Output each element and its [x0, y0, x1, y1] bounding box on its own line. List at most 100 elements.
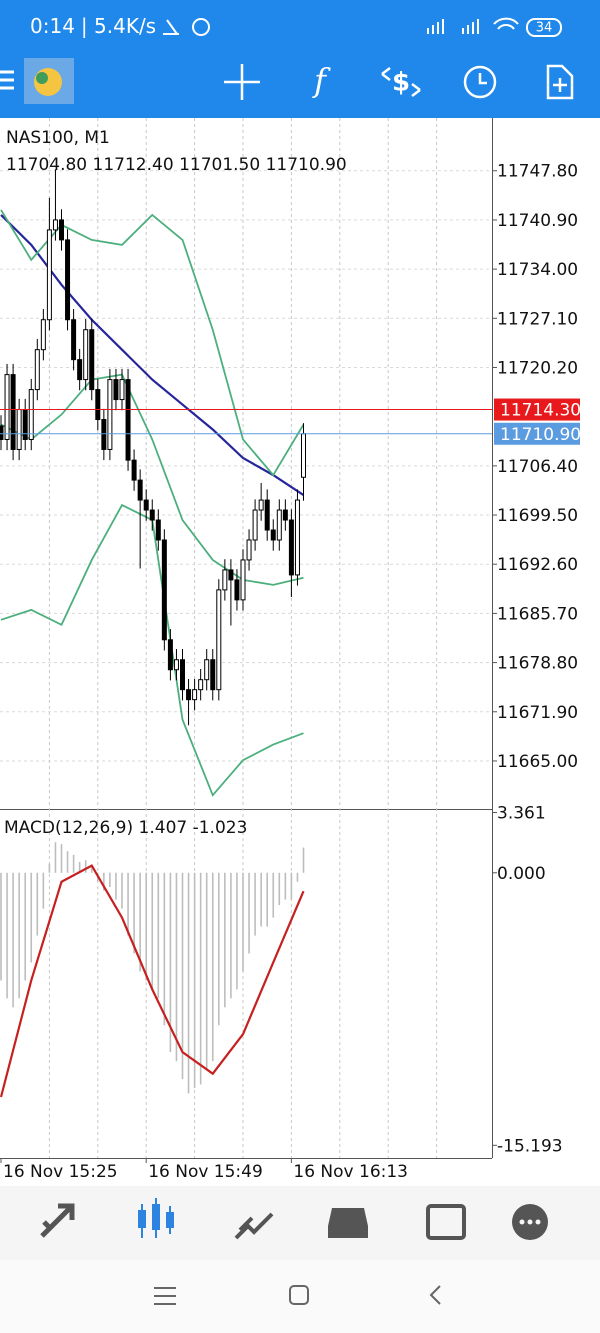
- y-tick-label: 11727.10: [497, 309, 578, 329]
- back-button[interactable]: [429, 1285, 441, 1305]
- macd-bar: [266, 872, 268, 927]
- candle-body: [0, 425, 4, 440]
- macd-bar: [199, 872, 202, 1085]
- y-tick-label: 11678.80: [497, 654, 578, 674]
- timeframe-button[interactable]: [463, 65, 497, 99]
- macd-bar: [60, 844, 63, 873]
- macd-bar: [187, 872, 190, 1094]
- macd-bar: [109, 872, 111, 888]
- candle-body: [234, 579, 240, 601]
- candle-body: [40, 319, 46, 351]
- y-tick-label: 11671.90: [497, 703, 578, 723]
- y-tick-label: 11740.90: [497, 211, 578, 231]
- macd-bar: [48, 863, 51, 873]
- macd-bar: [224, 872, 226, 1008]
- recents-button[interactable]: [154, 1287, 176, 1305]
- candle-body: [83, 329, 89, 381]
- chart-tab[interactable]: [138, 1198, 174, 1238]
- macd-bar: [175, 872, 178, 1062]
- home-button[interactable]: [289, 1285, 309, 1305]
- menu-button[interactable]: [0, 70, 14, 90]
- candle-body: [276, 509, 282, 541]
- candle-body: [101, 419, 107, 450]
- x-tick-label: 16 Nov 15:49: [148, 1162, 263, 1182]
- candle-body: [143, 499, 149, 511]
- trade-button[interactable]: $: [392, 68, 410, 98]
- candle-body: [77, 359, 83, 381]
- indicator-line: [0, 214, 305, 496]
- candle-body: [149, 509, 155, 521]
- macd-bar: [36, 872, 39, 936]
- y-tick-label: 11665.00: [497, 752, 578, 772]
- macd-bar: [115, 872, 117, 900]
- macd-signal: -1.023: [193, 818, 248, 838]
- bottom-nav: [0, 1186, 600, 1260]
- macd-bar: [193, 872, 196, 1089]
- indicator-line: [0, 503, 304, 797]
- macd-bar: [218, 872, 220, 1026]
- candle-body: [301, 433, 306, 478]
- candle-body: [107, 379, 113, 450]
- macd-header: MACD(12,26,9) 1.407 -1.023: [4, 818, 247, 838]
- new-order-button[interactable]: [546, 64, 574, 100]
- macd-bar: [12, 872, 14, 1008]
- candle-body: [10, 374, 16, 450]
- candle-body: [167, 639, 173, 671]
- macd-bar: [169, 872, 172, 1053]
- macd-bar: [54, 842, 57, 873]
- trade-tab[interactable]: [234, 1212, 274, 1240]
- low: 11701.50: [179, 155, 260, 175]
- history-tab[interactable]: [328, 1208, 368, 1238]
- candle-body: [34, 349, 40, 391]
- macd-bar: [42, 872, 45, 909]
- macd-bar: [133, 872, 135, 954]
- macd-bar: [278, 872, 281, 906]
- candle-body: [222, 569, 228, 591]
- candle-body: [294, 499, 300, 576]
- candle-body: [46, 229, 52, 321]
- candle-body: [155, 519, 161, 541]
- macd-signal-line: [0, 864, 305, 1098]
- candle-body: [71, 319, 77, 361]
- macd-bar: [296, 872, 299, 882]
- candle-body: [198, 679, 204, 691]
- macd-bar: [242, 872, 244, 972]
- candle-body: [59, 219, 64, 241]
- macd-bar: [260, 872, 262, 927]
- news-tab[interactable]: [426, 1204, 466, 1240]
- macd-bar: [72, 854, 75, 873]
- price-label: 11714.30: [500, 401, 581, 421]
- quotes-tab[interactable]: [40, 1203, 75, 1238]
- macd-tick-label: 3.361: [497, 803, 546, 823]
- candle-body: [89, 329, 95, 391]
- candle-body: [125, 379, 131, 461]
- candle-body: [131, 459, 137, 481]
- candle-body: [264, 499, 270, 531]
- macd-tick-label: -15.193: [497, 1136, 563, 1156]
- clock: 0:14: [30, 14, 75, 38]
- macd-bar: [272, 872, 275, 918]
- macd-bar: [284, 872, 287, 900]
- high: 11712.40: [93, 155, 174, 175]
- macd-bar: [78, 862, 81, 873]
- candle-body: [119, 379, 125, 401]
- candle-body: [282, 509, 288, 521]
- macd-bar: [66, 851, 69, 873]
- candle-body: [216, 589, 222, 691]
- ohlc-header: 11704.80 11712.40 11701.50 11710.90: [6, 155, 347, 175]
- crosshair-button[interactable]: [224, 64, 260, 100]
- macd-bar: [151, 872, 154, 990]
- plot: 11747.80 11740.90 11734.00 11727.10 11720.20…: [0, 118, 581, 1182]
- close: 11710.90: [266, 155, 347, 175]
- net-speed: | 5.4K/s: [81, 14, 156, 38]
- status-time: 0:14 | 5.4K/s: [30, 14, 156, 38]
- battery-level: 34: [536, 21, 553, 36]
- macd-bar: [90, 867, 93, 873]
- macd-bar: [103, 872, 105, 891]
- x-tick-label: 16 Nov 15:25: [3, 1162, 118, 1182]
- candle-body: [204, 659, 210, 681]
- candle-body: [52, 219, 58, 231]
- system-buttons: [154, 1285, 441, 1305]
- macd-bar: [121, 872, 123, 909]
- macd-bar: [6, 872, 8, 999]
